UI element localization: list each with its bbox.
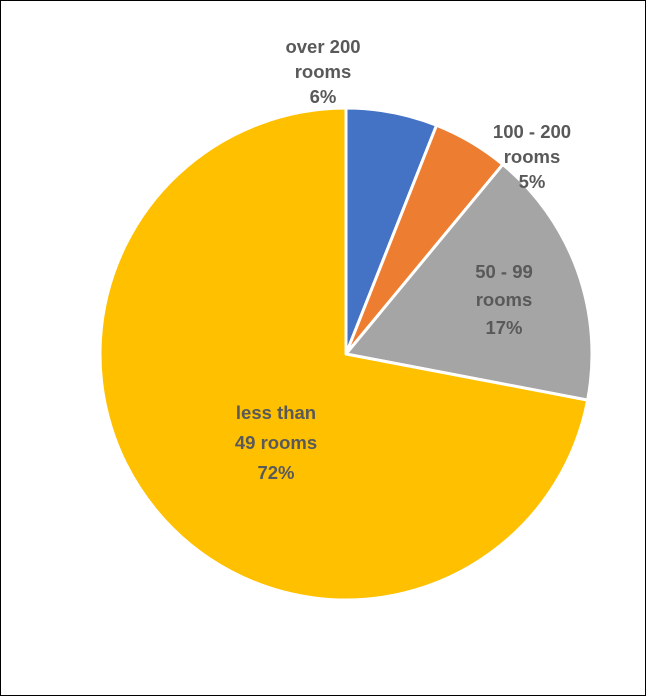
category-label-line: over 200	[285, 36, 360, 57]
label-less-than-49-rooms: less than 49 rooms 72%	[235, 402, 317, 483]
percent-label: 72%	[257, 462, 294, 483]
label-50-99-rooms: 50 - 99 rooms 17%	[475, 261, 533, 338]
category-label-line: 49 rooms	[235, 432, 317, 453]
pie-slices	[98, 106, 594, 602]
slice-less-than-49-rooms	[98, 106, 590, 602]
category-label-line: 50 - 99	[475, 261, 533, 282]
percent-label: 5%	[519, 171, 546, 192]
pie-labels: over 200 rooms 6% 100 - 200 rooms 5% 50 - 99 ro…	[235, 36, 571, 483]
percent-label: 17%	[485, 317, 522, 338]
category-label-line: rooms	[295, 61, 352, 82]
category-label-line: rooms	[504, 146, 561, 167]
label-100-200-rooms: 100 - 200 rooms 5%	[493, 121, 571, 192]
slice-50-99-rooms	[344, 162, 594, 402]
category-label-line: rooms	[476, 289, 533, 310]
category-label-line: 100 - 200	[493, 121, 571, 142]
label-over-200-rooms: over 200 rooms 6%	[285, 36, 360, 107]
percent-label: 6%	[310, 86, 337, 107]
category-label-line: less than	[236, 402, 316, 423]
